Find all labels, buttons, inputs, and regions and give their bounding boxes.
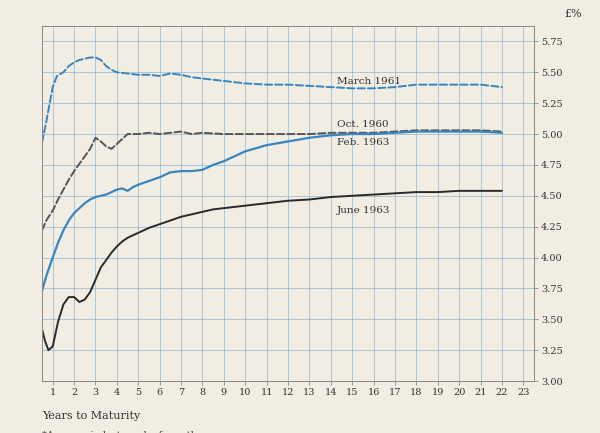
Text: June 1963: June 1963 <box>337 206 391 215</box>
Text: March 1961: March 1961 <box>337 77 401 86</box>
Text: Feb. 1963: Feb. 1963 <box>337 138 389 147</box>
Text: Oct. 1960: Oct. 1960 <box>337 120 389 129</box>
Text: £%: £% <box>565 10 582 19</box>
Text: *Average in last week of month: *Average in last week of month <box>42 431 197 433</box>
Text: Years to Maturity: Years to Maturity <box>42 411 140 421</box>
